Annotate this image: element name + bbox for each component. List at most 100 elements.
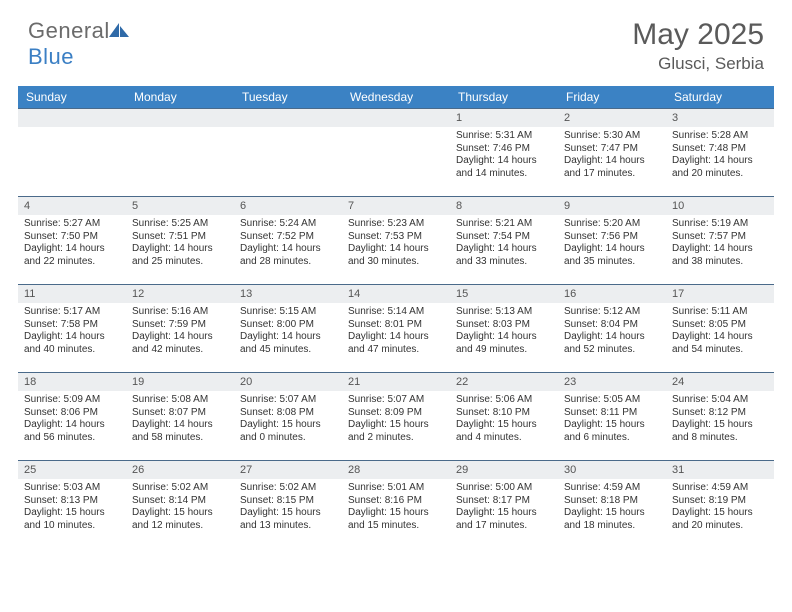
month-title: May 2025 (632, 18, 764, 52)
daylight-line: Daylight: 15 hours and 2 minutes. (348, 419, 444, 444)
day-body: Sunrise: 5:07 AMSunset: 8:09 PMDaylight:… (342, 391, 450, 448)
day-cell: 26Sunrise: 5:02 AMSunset: 8:14 PMDayligh… (126, 460, 234, 548)
day-body: Sunrise: 5:28 AMSunset: 7:48 PMDaylight:… (666, 127, 774, 184)
day-body: Sunrise: 4:59 AMSunset: 8:19 PMDaylight:… (666, 479, 774, 536)
day-cell: 3Sunrise: 5:28 AMSunset: 7:48 PMDaylight… (666, 108, 774, 196)
calendar-grid: 1Sunrise: 5:31 AMSunset: 7:46 PMDaylight… (18, 108, 774, 548)
calendar: SundayMondayTuesdayWednesdayThursdayFrid… (18, 86, 774, 548)
sunrise-line: Sunrise: 5:11 AM (672, 306, 768, 319)
day-body: Sunrise: 5:23 AMSunset: 7:53 PMDaylight:… (342, 215, 450, 272)
day-cell: 9Sunrise: 5:20 AMSunset: 7:56 PMDaylight… (558, 196, 666, 284)
day-body: Sunrise: 5:03 AMSunset: 8:13 PMDaylight:… (18, 479, 126, 536)
day-body: Sunrise: 5:07 AMSunset: 8:08 PMDaylight:… (234, 391, 342, 448)
day-body: Sunrise: 5:14 AMSunset: 8:01 PMDaylight:… (342, 303, 450, 360)
sunset-line: Sunset: 8:10 PM (456, 407, 552, 420)
sunrise-line: Sunrise: 5:27 AM (24, 218, 120, 231)
day-number (126, 109, 234, 127)
day-body: Sunrise: 5:02 AMSunset: 8:15 PMDaylight:… (234, 479, 342, 536)
day-body: Sunrise: 5:25 AMSunset: 7:51 PMDaylight:… (126, 215, 234, 272)
day-number: 3 (666, 109, 774, 127)
day-number (18, 109, 126, 127)
sunset-line: Sunset: 7:52 PM (240, 231, 336, 244)
day-number: 23 (558, 373, 666, 391)
day-body: Sunrise: 5:01 AMSunset: 8:16 PMDaylight:… (342, 479, 450, 536)
sunrise-line: Sunrise: 5:02 AM (132, 482, 228, 495)
day-body: Sunrise: 4:59 AMSunset: 8:18 PMDaylight:… (558, 479, 666, 536)
day-cell: 1Sunrise: 5:31 AMSunset: 7:46 PMDaylight… (450, 108, 558, 196)
day-cell: 24Sunrise: 5:04 AMSunset: 8:12 PMDayligh… (666, 372, 774, 460)
day-body: Sunrise: 5:05 AMSunset: 8:11 PMDaylight:… (558, 391, 666, 448)
daylight-line: Daylight: 14 hours and 25 minutes. (132, 243, 228, 268)
sunset-line: Sunset: 8:04 PM (564, 319, 660, 332)
sunrise-line: Sunrise: 5:31 AM (456, 130, 552, 143)
day-cell (342, 108, 450, 196)
sunset-line: Sunset: 8:17 PM (456, 495, 552, 508)
day-body: Sunrise: 5:00 AMSunset: 8:17 PMDaylight:… (450, 479, 558, 536)
sunset-line: Sunset: 8:09 PM (348, 407, 444, 420)
sunset-line: Sunset: 7:51 PM (132, 231, 228, 244)
daylight-line: Daylight: 15 hours and 15 minutes. (348, 507, 444, 532)
sunset-line: Sunset: 8:06 PM (24, 407, 120, 420)
day-number: 29 (450, 461, 558, 479)
day-number: 21 (342, 373, 450, 391)
sunrise-line: Sunrise: 5:07 AM (240, 394, 336, 407)
daylight-line: Daylight: 15 hours and 12 minutes. (132, 507, 228, 532)
sunrise-line: Sunrise: 5:07 AM (348, 394, 444, 407)
sunrise-line: Sunrise: 5:21 AM (456, 218, 552, 231)
daylight-line: Daylight: 14 hours and 28 minutes. (240, 243, 336, 268)
sunset-line: Sunset: 8:03 PM (456, 319, 552, 332)
day-cell: 12Sunrise: 5:16 AMSunset: 7:59 PMDayligh… (126, 284, 234, 372)
day-number: 9 (558, 197, 666, 215)
day-body: Sunrise: 5:17 AMSunset: 7:58 PMDaylight:… (18, 303, 126, 360)
sunrise-line: Sunrise: 5:25 AM (132, 218, 228, 231)
daylight-line: Daylight: 14 hours and 38 minutes. (672, 243, 768, 268)
day-number (342, 109, 450, 127)
day-body: Sunrise: 5:27 AMSunset: 7:50 PMDaylight:… (18, 215, 126, 272)
day-body: Sunrise: 5:02 AMSunset: 8:14 PMDaylight:… (126, 479, 234, 536)
sunrise-line: Sunrise: 5:04 AM (672, 394, 768, 407)
daylight-line: Daylight: 15 hours and 18 minutes. (564, 507, 660, 532)
day-body: Sunrise: 5:15 AMSunset: 8:00 PMDaylight:… (234, 303, 342, 360)
day-number: 24 (666, 373, 774, 391)
dow-row: SundayMondayTuesdayWednesdayThursdayFrid… (18, 86, 774, 108)
header: General Blue May 2025 Glusci, Serbia (0, 0, 792, 80)
sunset-line: Sunset: 8:18 PM (564, 495, 660, 508)
day-cell: 14Sunrise: 5:14 AMSunset: 8:01 PMDayligh… (342, 284, 450, 372)
daylight-line: Daylight: 15 hours and 13 minutes. (240, 507, 336, 532)
sunset-line: Sunset: 8:12 PM (672, 407, 768, 420)
logo-sail-icon (108, 18, 130, 34)
daylight-line: Daylight: 15 hours and 17 minutes. (456, 507, 552, 532)
day-body: Sunrise: 5:31 AMSunset: 7:46 PMDaylight:… (450, 127, 558, 184)
sunset-line: Sunset: 8:00 PM (240, 319, 336, 332)
daylight-line: Daylight: 14 hours and 52 minutes. (564, 331, 660, 356)
daylight-line: Daylight: 14 hours and 40 minutes. (24, 331, 120, 356)
day-cell: 2Sunrise: 5:30 AMSunset: 7:47 PMDaylight… (558, 108, 666, 196)
day-number: 12 (126, 285, 234, 303)
sunrise-line: Sunrise: 4:59 AM (564, 482, 660, 495)
day-cell: 17Sunrise: 5:11 AMSunset: 8:05 PMDayligh… (666, 284, 774, 372)
location: Glusci, Serbia (632, 54, 764, 74)
day-cell: 29Sunrise: 5:00 AMSunset: 8:17 PMDayligh… (450, 460, 558, 548)
daylight-line: Daylight: 15 hours and 20 minutes. (672, 507, 768, 532)
day-cell: 11Sunrise: 5:17 AMSunset: 7:58 PMDayligh… (18, 284, 126, 372)
day-cell: 18Sunrise: 5:09 AMSunset: 8:06 PMDayligh… (18, 372, 126, 460)
sunrise-line: Sunrise: 5:28 AM (672, 130, 768, 143)
sunrise-line: Sunrise: 5:06 AM (456, 394, 552, 407)
day-body: Sunrise: 5:16 AMSunset: 7:59 PMDaylight:… (126, 303, 234, 360)
day-body: Sunrise: 5:11 AMSunset: 8:05 PMDaylight:… (666, 303, 774, 360)
sunset-line: Sunset: 8:16 PM (348, 495, 444, 508)
logo: General Blue (28, 18, 130, 70)
daylight-line: Daylight: 14 hours and 58 minutes. (132, 419, 228, 444)
daylight-line: Daylight: 15 hours and 0 minutes. (240, 419, 336, 444)
daylight-line: Daylight: 14 hours and 14 minutes. (456, 155, 552, 180)
day-cell: 21Sunrise: 5:07 AMSunset: 8:09 PMDayligh… (342, 372, 450, 460)
sunrise-line: Sunrise: 5:09 AM (24, 394, 120, 407)
day-body: Sunrise: 5:13 AMSunset: 8:03 PMDaylight:… (450, 303, 558, 360)
sunset-line: Sunset: 8:08 PM (240, 407, 336, 420)
day-cell: 31Sunrise: 4:59 AMSunset: 8:19 PMDayligh… (666, 460, 774, 548)
sunrise-line: Sunrise: 5:00 AM (456, 482, 552, 495)
day-number: 26 (126, 461, 234, 479)
sunset-line: Sunset: 7:47 PM (564, 143, 660, 156)
day-cell: 13Sunrise: 5:15 AMSunset: 8:00 PMDayligh… (234, 284, 342, 372)
day-number: 20 (234, 373, 342, 391)
